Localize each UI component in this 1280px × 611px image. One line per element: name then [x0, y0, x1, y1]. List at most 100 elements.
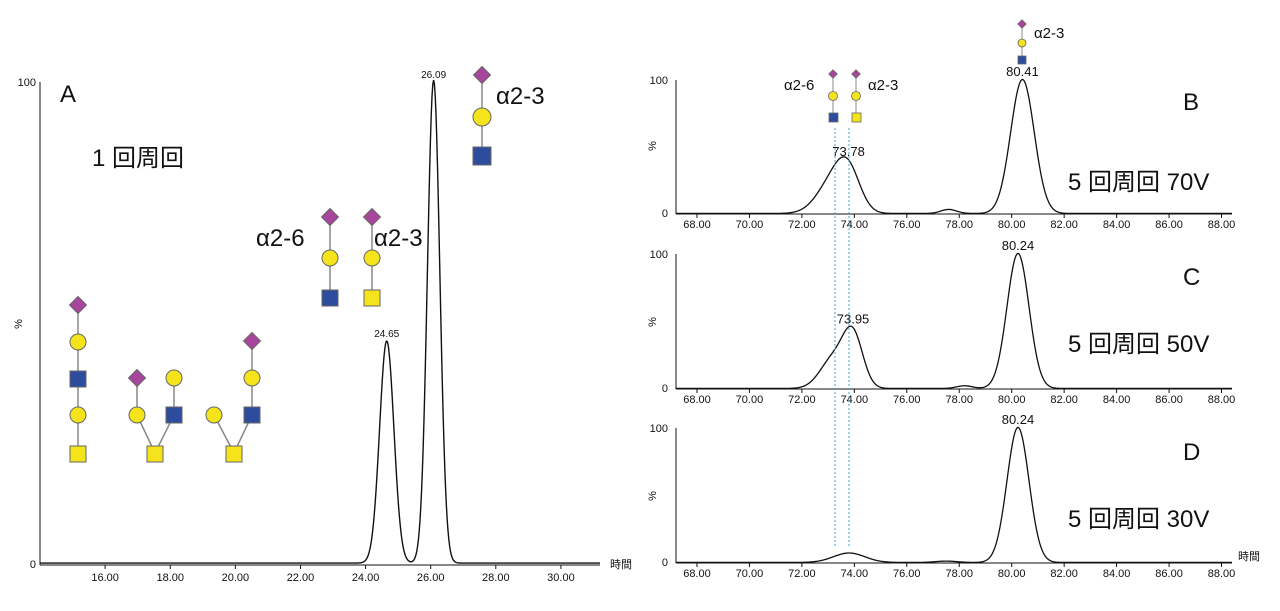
x-tick-label: 22.00: [287, 572, 315, 584]
x-tick-label: 74.00: [841, 568, 869, 580]
neuac-diamond-icon: [851, 69, 861, 79]
x-tick-label: 72.00: [788, 219, 816, 231]
x-tick-label: 84.00: [1103, 394, 1131, 406]
x-tick-label: 28.00: [482, 572, 510, 584]
galnac-square-icon: [225, 445, 243, 463]
gal-circle-icon: [128, 406, 146, 424]
x-tick-label: 72.00: [788, 394, 816, 406]
neuac-diamond-icon: [1017, 19, 1027, 29]
gal-circle-icon: [1017, 38, 1027, 48]
panel-a-y-tick-100: 100: [18, 77, 36, 89]
glcnac-square-icon: [472, 146, 492, 166]
gal-circle-icon: [851, 91, 861, 101]
x-tick-label: 82.00: [1050, 394, 1078, 406]
panel-b-trace: [676, 78, 1232, 215]
panel-b-y-tick-0: 0: [662, 208, 668, 220]
glcnac-square-icon: [69, 370, 87, 388]
x-tick-label: 82.00: [1050, 568, 1078, 580]
x-tick-label: 72.00: [788, 568, 816, 580]
x-tick-label: 88.00: [1208, 394, 1236, 406]
x-tick-label: 76.00: [893, 568, 921, 580]
glycan-symbols-a: [68, 65, 492, 463]
x-tick-label: 74.00: [841, 394, 869, 406]
galnac-square-icon: [363, 289, 381, 307]
neuac-diamond-icon: [828, 69, 838, 79]
x-tick-label: 76.00: [893, 219, 921, 231]
panel-a-trace: [40, 79, 600, 564]
x-tick-label: 88.00: [1208, 568, 1236, 580]
x-tick-label: 16.00: [91, 572, 119, 584]
x-tick-label: 86.00: [1155, 568, 1183, 580]
panel-a: 100 0 % 時間 16.00 18.00 20.00 22.00 24.00 26.0…: [13, 70, 632, 584]
panel-b-label: B: [1183, 89, 1199, 116]
panel-d-y-tick-0: 0: [662, 557, 668, 569]
x-tick-label: 26.00: [417, 572, 445, 584]
panel-a-isomer-label-1: α2-6: [256, 225, 305, 252]
x-tick-label: 18.00: [156, 572, 184, 584]
panel-a-condition: 1 回周回: [92, 145, 184, 172]
glycan-structures-a: [77, 76, 483, 455]
x-tick-label: 70.00: [736, 568, 764, 580]
panel-a-label: A: [60, 81, 76, 108]
panel-a-y-label: %: [13, 319, 25, 329]
x-tick-label: 78.00: [945, 568, 973, 580]
x-tick-label: 70.00: [736, 394, 764, 406]
x-tick-label: 86.00: [1155, 394, 1183, 406]
panel-a-y-tick-0: 0: [30, 559, 36, 571]
panel-c-y-label: %: [647, 317, 659, 327]
x-tick-label: 76.00: [893, 394, 921, 406]
panel-d-y-label: %: [647, 491, 659, 501]
panel-c-y-tick-0: 0: [662, 383, 668, 395]
x-tick-label: 84.00: [1103, 219, 1131, 231]
x-tick-label: 30.00: [547, 572, 575, 584]
x-tick-label: 68.00: [683, 394, 711, 406]
gal-circle-icon: [472, 107, 492, 127]
panel-b-isomer-label-3: α2-3: [1034, 25, 1064, 42]
x-tick-label: 80.00: [998, 394, 1026, 406]
peak-label: 80.24: [1002, 412, 1035, 427]
panel-c-condition: 5 回周回 50V: [1068, 331, 1209, 358]
panel-d-label: D: [1183, 439, 1200, 466]
glcnac-square-icon: [321, 289, 339, 307]
panel-a-isomer-label-2: α2-3: [374, 225, 423, 252]
neuac-diamond-icon: [68, 295, 88, 315]
panel-b: 100 0 % 68.00 70.00 72.00 74.00 76.00 78.00 80…: [647, 25, 1235, 231]
panel-d-x-label: 時間: [1238, 550, 1260, 563]
peak-label: 80.41: [1006, 64, 1039, 79]
x-tick-label: 78.00: [945, 394, 973, 406]
x-tick-label: 24.00: [352, 572, 380, 584]
glcnac-square-icon: [243, 406, 261, 424]
gal-circle-icon: [205, 406, 223, 424]
gal-circle-icon: [828, 91, 838, 101]
x-tick-label: 84.00: [1103, 568, 1131, 580]
galnac-square-icon: [69, 445, 87, 463]
neuac-diamond-icon: [242, 331, 262, 351]
panel-a-isomer-label-3: α2-3: [496, 83, 545, 110]
glcnac-square-icon: [828, 112, 839, 123]
panel-d: 100 0 % 時間 68.00 70.00 72.00 74.00 76.00 78.0…: [647, 412, 1260, 580]
peak-label: 24.65: [374, 329, 399, 340]
peak-label: 73.95: [837, 312, 870, 327]
gal-circle-icon: [321, 249, 339, 267]
panel-d-trace: [676, 426, 1232, 564]
x-tick-label: 86.00: [1155, 219, 1183, 231]
x-tick-label: 68.00: [683, 219, 711, 231]
x-tick-label: 82.00: [1050, 219, 1078, 231]
gal-circle-icon: [243, 369, 261, 387]
x-tick-label: 88.00: [1208, 219, 1236, 231]
neuac-diamond-icon: [472, 65, 492, 85]
neuac-diamond-icon: [362, 207, 382, 227]
peak-label: 80.24: [1002, 238, 1035, 253]
neuac-diamond-icon: [320, 207, 340, 227]
x-tick-label: 80.00: [998, 568, 1026, 580]
peak-label: 73.78: [832, 144, 865, 159]
x-tick-label: 68.00: [683, 568, 711, 580]
gal-circle-icon: [363, 249, 381, 267]
panel-b-isomer-label-1: α2-6: [784, 77, 814, 94]
panel-b-isomer-label-2: α2-3: [868, 77, 898, 94]
x-tick-label: 74.00: [841, 219, 869, 231]
panel-b-y-tick-100: 100: [650, 75, 668, 87]
peak-label: 26.09: [421, 70, 446, 81]
panel-c-trace: [676, 252, 1232, 390]
